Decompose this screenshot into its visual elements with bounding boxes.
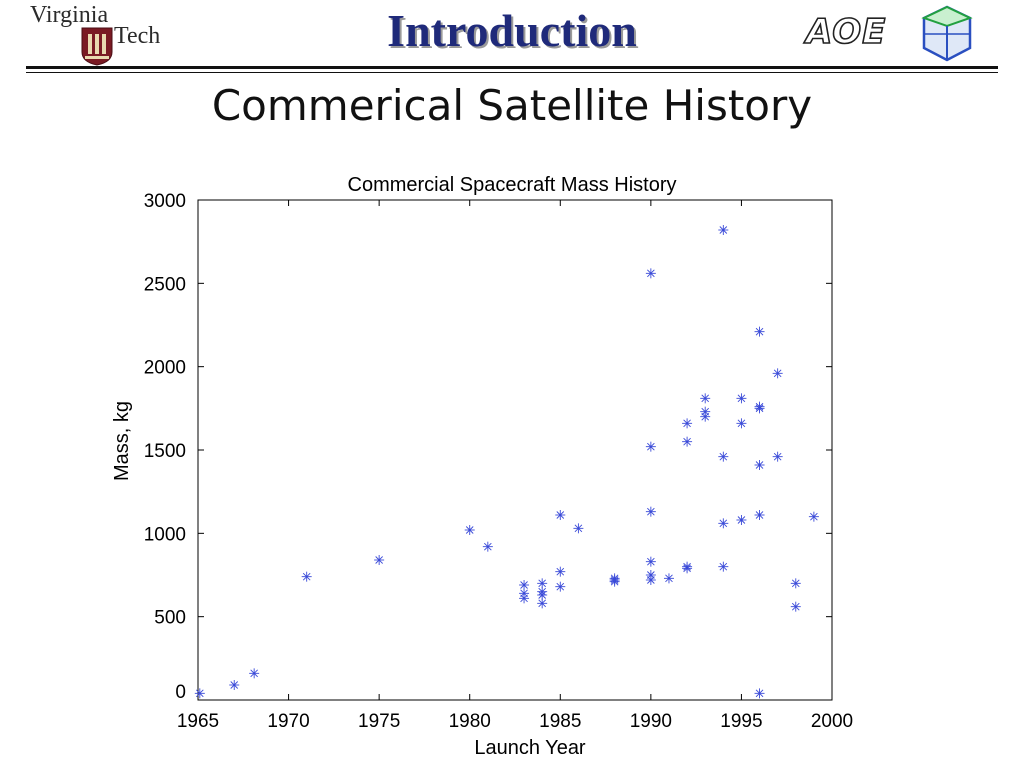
data-point bbox=[609, 576, 620, 587]
x-tick-label: 1970 bbox=[267, 711, 309, 732]
y-tick-label: 1000 bbox=[144, 524, 186, 545]
x-tick-label: 1975 bbox=[358, 711, 400, 732]
data-point bbox=[790, 601, 801, 612]
data-point bbox=[645, 506, 656, 517]
data-point bbox=[229, 680, 240, 690]
data-point bbox=[754, 460, 765, 470]
data-point bbox=[808, 511, 819, 522]
slide-title: Introduction bbox=[387, 5, 637, 56]
header-divider-thin bbox=[26, 72, 998, 73]
data-point bbox=[736, 418, 747, 429]
y-tick-label: 2000 bbox=[144, 358, 186, 379]
plot-area-frame bbox=[197, 199, 833, 701]
y-tick-label: 0 bbox=[175, 682, 186, 703]
data-point bbox=[790, 578, 801, 589]
data-point bbox=[682, 563, 693, 574]
y-axis: 0 500 1000 1500 2000 2500 3000 bbox=[144, 191, 832, 703]
logo-text-virginia: Virginia bbox=[30, 2, 109, 28]
data-point bbox=[464, 525, 475, 535]
data-point bbox=[194, 688, 205, 699]
data-point bbox=[772, 451, 783, 462]
data-point bbox=[754, 688, 765, 699]
data-point bbox=[736, 393, 747, 404]
x-tick-label: 1965 bbox=[177, 711, 219, 732]
data-point bbox=[555, 581, 566, 592]
data-point bbox=[772, 368, 783, 379]
aoe-polyhedron-icon bbox=[921, 5, 973, 62]
data-point bbox=[754, 403, 765, 414]
data-point bbox=[718, 225, 729, 235]
x-tick-label: 2000 bbox=[811, 711, 853, 732]
y-tick-label: 2500 bbox=[144, 274, 186, 295]
chart-title: Commercial Spacecraft Mass History bbox=[348, 174, 677, 196]
data-point bbox=[645, 556, 656, 567]
data-point bbox=[374, 555, 385, 565]
y-axis-label: Mass, kg bbox=[111, 401, 133, 481]
y-tick-label: 1500 bbox=[144, 441, 186, 462]
data-point bbox=[718, 518, 729, 529]
data-point bbox=[519, 593, 530, 604]
slide-subtitle: Commerical Satellite History bbox=[211, 81, 813, 130]
data-point bbox=[249, 668, 260, 679]
data-point bbox=[645, 575, 656, 585]
data-point bbox=[537, 578, 548, 589]
data-point bbox=[301, 571, 312, 582]
data-point bbox=[682, 418, 693, 429]
virginia-tech-logo: Virginia Tech bbox=[30, 2, 170, 66]
logo-text-tech: Tech bbox=[114, 23, 161, 49]
aoe-logo-text: AOE bbox=[805, 11, 887, 53]
data-point bbox=[754, 510, 765, 520]
data-point bbox=[645, 441, 656, 452]
vt-shield-icon bbox=[81, 27, 113, 66]
data-point bbox=[573, 523, 584, 534]
data-point bbox=[555, 566, 566, 577]
x-tick-label: 1990 bbox=[630, 711, 672, 732]
x-tick-label: 1985 bbox=[539, 711, 581, 732]
x-axis: 1965 1970 1975 1980 1985 1990 1995 2000 bbox=[177, 200, 853, 732]
data-point bbox=[736, 515, 747, 525]
data-point bbox=[555, 510, 566, 520]
y-tick-label: 500 bbox=[154, 608, 186, 629]
data-point bbox=[537, 598, 548, 609]
data-point bbox=[482, 541, 493, 552]
data-point bbox=[718, 451, 729, 462]
data-point bbox=[682, 436, 693, 447]
header-divider-thick bbox=[26, 66, 998, 69]
x-tick-label: 1980 bbox=[449, 711, 491, 732]
data-points bbox=[194, 225, 819, 699]
data-point bbox=[645, 268, 656, 279]
data-point bbox=[663, 573, 674, 584]
data-point bbox=[700, 411, 711, 422]
y-tick-label: 3000 bbox=[144, 191, 186, 212]
data-point bbox=[754, 326, 765, 337]
data-point bbox=[718, 561, 729, 572]
x-tick-label: 1995 bbox=[720, 711, 762, 732]
data-point bbox=[700, 393, 711, 404]
x-axis-label: Launch Year bbox=[474, 737, 586, 759]
